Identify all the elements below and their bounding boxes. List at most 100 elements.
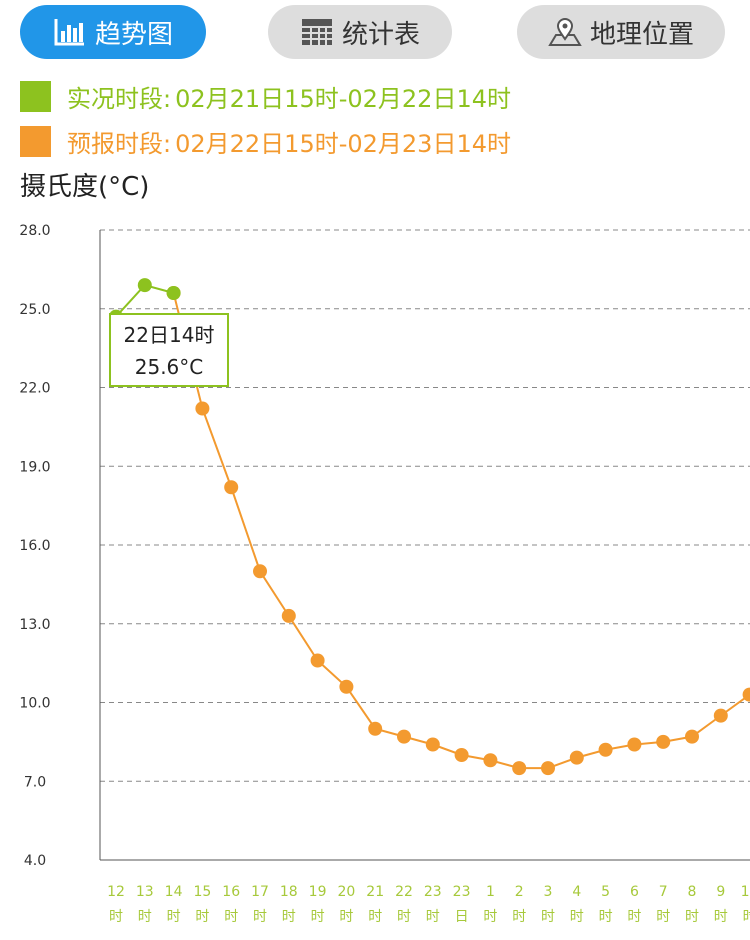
map-pin-icon <box>548 18 582 46</box>
y-tick-label: 22.0 <box>19 381 50 397</box>
tab-statistics-table[interactable]: 统计表 <box>268 5 452 59</box>
data-point[interactable] <box>742 687 750 702</box>
data-point[interactable] <box>512 761 527 776</box>
data-point[interactable] <box>310 653 325 668</box>
x-tick-label: 20 <box>337 884 355 900</box>
legend-forecast: 预报时段: 02月22日15时-02月23日14时 <box>20 125 511 158</box>
x-tick-suffix: 时 <box>743 909 750 925</box>
x-tick-label: 10 <box>741 884 750 900</box>
y-tick-label: 16.0 <box>19 538 50 554</box>
tooltip: 22日14时 25.6°C <box>109 313 229 387</box>
x-tick-label: 21 <box>366 884 384 900</box>
data-point[interactable] <box>569 750 584 765</box>
legend-actual-range: 02月21日15时-02月22日14时 <box>175 84 511 113</box>
x-tick-suffix: 时 <box>656 909 670 925</box>
legend-forecast-label: 预报时段: <box>67 129 172 158</box>
legend-actual-label: 实况时段: <box>67 84 172 113</box>
x-tick-suffix: 时 <box>195 909 209 925</box>
tooltip-box <box>109 313 229 387</box>
legend-forecast-range: 02月22日15时-02月23日14时 <box>175 129 511 158</box>
x-tick-label: 14 <box>165 884 183 900</box>
x-tick-label: 13 <box>136 884 154 900</box>
x-tick-suffix: 时 <box>311 909 325 925</box>
y-axis-unit-label: 摄氏度(°C) <box>20 172 150 202</box>
data-point[interactable] <box>454 748 469 762</box>
x-tick-suffix: 时 <box>627 909 641 925</box>
data-point[interactable] <box>713 708 728 723</box>
y-tick-labels: 4.0 7.0 10.0 13.0 16.0 19.0 22.0 25.0 28.0 <box>19 223 50 869</box>
tab-trend-label: 趋势图 <box>94 19 173 50</box>
x-tick-suffix: 时 <box>109 909 123 925</box>
data-point[interactable] <box>627 737 642 752</box>
data-point[interactable] <box>339 679 354 694</box>
series-line <box>172 292 750 770</box>
data-point[interactable] <box>166 286 181 300</box>
legend-forecast-swatch <box>20 125 51 157</box>
x-tick-suffix: 日 <box>455 909 469 925</box>
data-point[interactable] <box>195 401 210 416</box>
y-tick-label: 4.0 <box>24 853 46 869</box>
x-tick-suffix: 时 <box>570 909 584 925</box>
x-tick-suffix: 时 <box>512 909 526 925</box>
x-tick-suffix: 时 <box>253 909 267 925</box>
y-tick-label: 19.0 <box>19 459 50 475</box>
x-tick-suffix: 时 <box>714 909 728 925</box>
x-tick-label: 17 <box>251 884 269 900</box>
legend-actual: 实况时段: 02月21日15时-02月22日14时 <box>20 80 511 113</box>
data-point[interactable] <box>397 729 411 744</box>
data-point[interactable] <box>253 564 267 579</box>
data-point[interactable] <box>685 729 699 744</box>
x-tick-labels: 12时13时14时15时16时17时18时19时20时21时22时23时23日1… <box>107 884 750 925</box>
x-tick-suffix: 时 <box>224 909 238 925</box>
data-point[interactable] <box>483 753 498 768</box>
x-tick-label: 16 <box>222 884 240 900</box>
x-tick-label: 23 <box>453 884 471 900</box>
x-tick-suffix: 时 <box>138 909 152 925</box>
x-tick-suffix: 时 <box>483 909 497 925</box>
data-point[interactable] <box>281 608 296 623</box>
x-tick-label: 6 <box>630 884 639 900</box>
x-tick-label: 22 <box>395 884 413 900</box>
x-tick-suffix: 时 <box>685 909 699 925</box>
x-tick-label: 2 <box>515 884 524 900</box>
table-icon <box>301 19 332 45</box>
x-tick-label: 5 <box>601 884 610 900</box>
data-point[interactable] <box>368 721 383 736</box>
data-point[interactable] <box>224 480 239 495</box>
data-point[interactable] <box>425 737 440 752</box>
y-tick-label: 25.0 <box>19 302 50 318</box>
tab-geo-label: 地理位置 <box>589 19 694 50</box>
x-tick-suffix: 时 <box>339 909 353 925</box>
tab-trend-chart[interactable]: 趋势图 <box>20 5 206 59</box>
x-tick-suffix: 时 <box>599 909 613 925</box>
legend-actual-swatch <box>20 80 51 112</box>
grid <box>100 229 750 782</box>
data-point[interactable] <box>598 742 613 757</box>
x-tick-label: 1 <box>486 884 495 900</box>
y-tick-label: 28.0 <box>19 223 50 239</box>
x-tick-suffix: 时 <box>426 909 440 925</box>
x-tick-suffix: 时 <box>397 909 411 925</box>
x-tick-label: 7 <box>659 884 668 900</box>
y-tick-label: 10.0 <box>19 696 50 712</box>
x-tick-suffix: 时 <box>541 909 555 925</box>
tab-geographic-location[interactable]: 地理位置 <box>517 5 725 59</box>
x-tick-label: 9 <box>716 884 725 900</box>
x-tick-label: 18 <box>280 884 298 900</box>
x-tick-label: 19 <box>309 884 327 900</box>
x-tick-label: 3 <box>544 884 553 900</box>
x-tick-label: 8 <box>688 884 697 900</box>
axes <box>99 230 750 861</box>
tab-table-label: 统计表 <box>341 19 420 50</box>
x-tick-label: 12 <box>107 884 125 900</box>
x-tick-label: 23 <box>424 884 442 900</box>
data-point[interactable] <box>541 761 555 776</box>
x-tick-suffix: 时 <box>368 909 382 925</box>
data-point[interactable] <box>656 734 671 749</box>
data-point[interactable] <box>137 278 152 293</box>
x-tick-suffix: 时 <box>282 909 296 925</box>
x-tick-label: 15 <box>193 884 211 900</box>
y-tick-label: 7.0 <box>24 774 46 790</box>
y-tick-label: 13.0 <box>19 617 50 633</box>
